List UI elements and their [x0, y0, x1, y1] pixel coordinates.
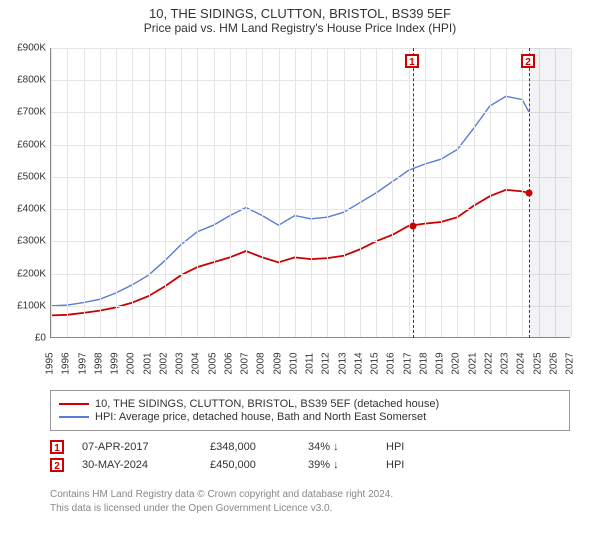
y-tick-label: £400K: [2, 204, 46, 215]
tx-pct: 34% ↓: [308, 441, 368, 453]
legend: 10, THE SIDINGS, CLUTTON, BRISTOL, BS39 …: [50, 390, 570, 431]
x-tick-label: 2014: [353, 352, 364, 374]
footnote-line-1: Contains HM Land Registry data © Crown c…: [50, 488, 570, 502]
x-tick-label: 2006: [223, 352, 234, 374]
footnote: Contains HM Land Registry data © Crown c…: [50, 488, 570, 515]
chart-point-2: [526, 190, 533, 197]
x-tick-label: 2003: [175, 352, 186, 374]
x-tick-label: 2008: [256, 352, 267, 374]
chart-marker-2: 2: [521, 54, 535, 68]
x-tick-label: 2005: [207, 352, 218, 374]
x-tick-label: 2010: [288, 352, 299, 374]
y-tick-label: £600K: [2, 139, 46, 150]
tx-pct: 39% ↓: [308, 459, 368, 471]
legend-label: HPI: Average price, detached house, Bath…: [95, 411, 426, 423]
transaction-row: 1 07-APR-2017 £348,000 34% ↓ HPI: [50, 440, 570, 454]
legend-swatch: [59, 416, 89, 418]
legend-item: HPI: Average price, detached house, Bath…: [59, 411, 561, 423]
x-tick-label: 2015: [370, 352, 381, 374]
x-tick-label: 2013: [337, 352, 348, 374]
x-tick-label: 2001: [142, 352, 153, 374]
x-tick-label: 1997: [77, 352, 88, 374]
legend-item: 10, THE SIDINGS, CLUTTON, BRISTOL, BS39 …: [59, 398, 561, 410]
x-tick-label: 2011: [305, 353, 316, 375]
legend-label: 10, THE SIDINGS, CLUTTON, BRISTOL, BS39 …: [95, 398, 439, 410]
y-tick-label: £0: [2, 333, 46, 344]
x-tick-label: 2019: [435, 352, 446, 374]
tx-date: 30-MAY-2024: [82, 459, 192, 471]
x-tick-label: 2027: [565, 352, 576, 374]
x-tick-label: 2020: [451, 352, 462, 374]
chart-container: 10, THE SIDINGS, CLUTTON, BRISTOL, BS39 …: [0, 0, 600, 560]
x-tick-label: 2000: [126, 352, 137, 374]
x-tick-label: 2009: [272, 352, 283, 374]
x-tick-label: 2021: [467, 352, 478, 374]
x-tick-label: 1996: [61, 352, 72, 374]
y-tick-label: £700K: [2, 107, 46, 118]
y-tick-label: £800K: [2, 75, 46, 86]
x-tick-label: 2002: [158, 352, 169, 374]
x-tick-label: 2018: [418, 352, 429, 374]
transaction-row: 2 30-MAY-2024 £450,000 39% ↓ HPI: [50, 458, 570, 472]
x-tick-label: 2012: [321, 352, 332, 374]
tx-date: 07-APR-2017: [82, 441, 192, 453]
chart-title: 10, THE SIDINGS, CLUTTON, BRISTOL, BS39 …: [0, 0, 600, 21]
y-tick-label: £100K: [2, 300, 46, 311]
chart-marker-1: 1: [405, 54, 419, 68]
chart-subtitle: Price paid vs. HM Land Registry's House …: [0, 21, 600, 39]
y-tick-label: £200K: [2, 268, 46, 279]
x-tick-label: 1998: [93, 352, 104, 374]
x-tick-label: 2016: [386, 352, 397, 374]
x-tick-label: 1999: [110, 352, 121, 374]
x-tick-label: 2026: [548, 352, 559, 374]
tx-vs: HPI: [386, 441, 404, 453]
x-tick-label: 2025: [532, 352, 543, 374]
plot-area: 12: [50, 48, 570, 338]
x-tick-label: 2022: [483, 352, 494, 374]
x-tick-label: 2024: [516, 352, 527, 374]
x-tick-label: 2004: [191, 352, 202, 374]
x-tick-label: 2017: [402, 352, 413, 374]
footnote-line-2: This data is licensed under the Open Gov…: [50, 502, 570, 516]
x-tick-label: 2007: [240, 352, 251, 374]
y-tick-label: £900K: [2, 43, 46, 54]
legend-swatch: [59, 403, 89, 405]
tx-price: £348,000: [210, 441, 290, 453]
y-tick-label: £300K: [2, 236, 46, 247]
transaction-table: 1 07-APR-2017 £348,000 34% ↓ HPI 2 30-MAY-2024…: [50, 436, 570, 476]
x-tick-label: 1995: [45, 352, 56, 374]
chart-point-1: [409, 222, 416, 229]
tx-marker: 1: [50, 440, 64, 454]
tx-marker: 2: [50, 458, 64, 472]
y-tick-label: £500K: [2, 171, 46, 182]
x-tick-label: 2023: [500, 352, 511, 374]
tx-price: £450,000: [210, 459, 290, 471]
tx-vs: HPI: [386, 459, 404, 471]
